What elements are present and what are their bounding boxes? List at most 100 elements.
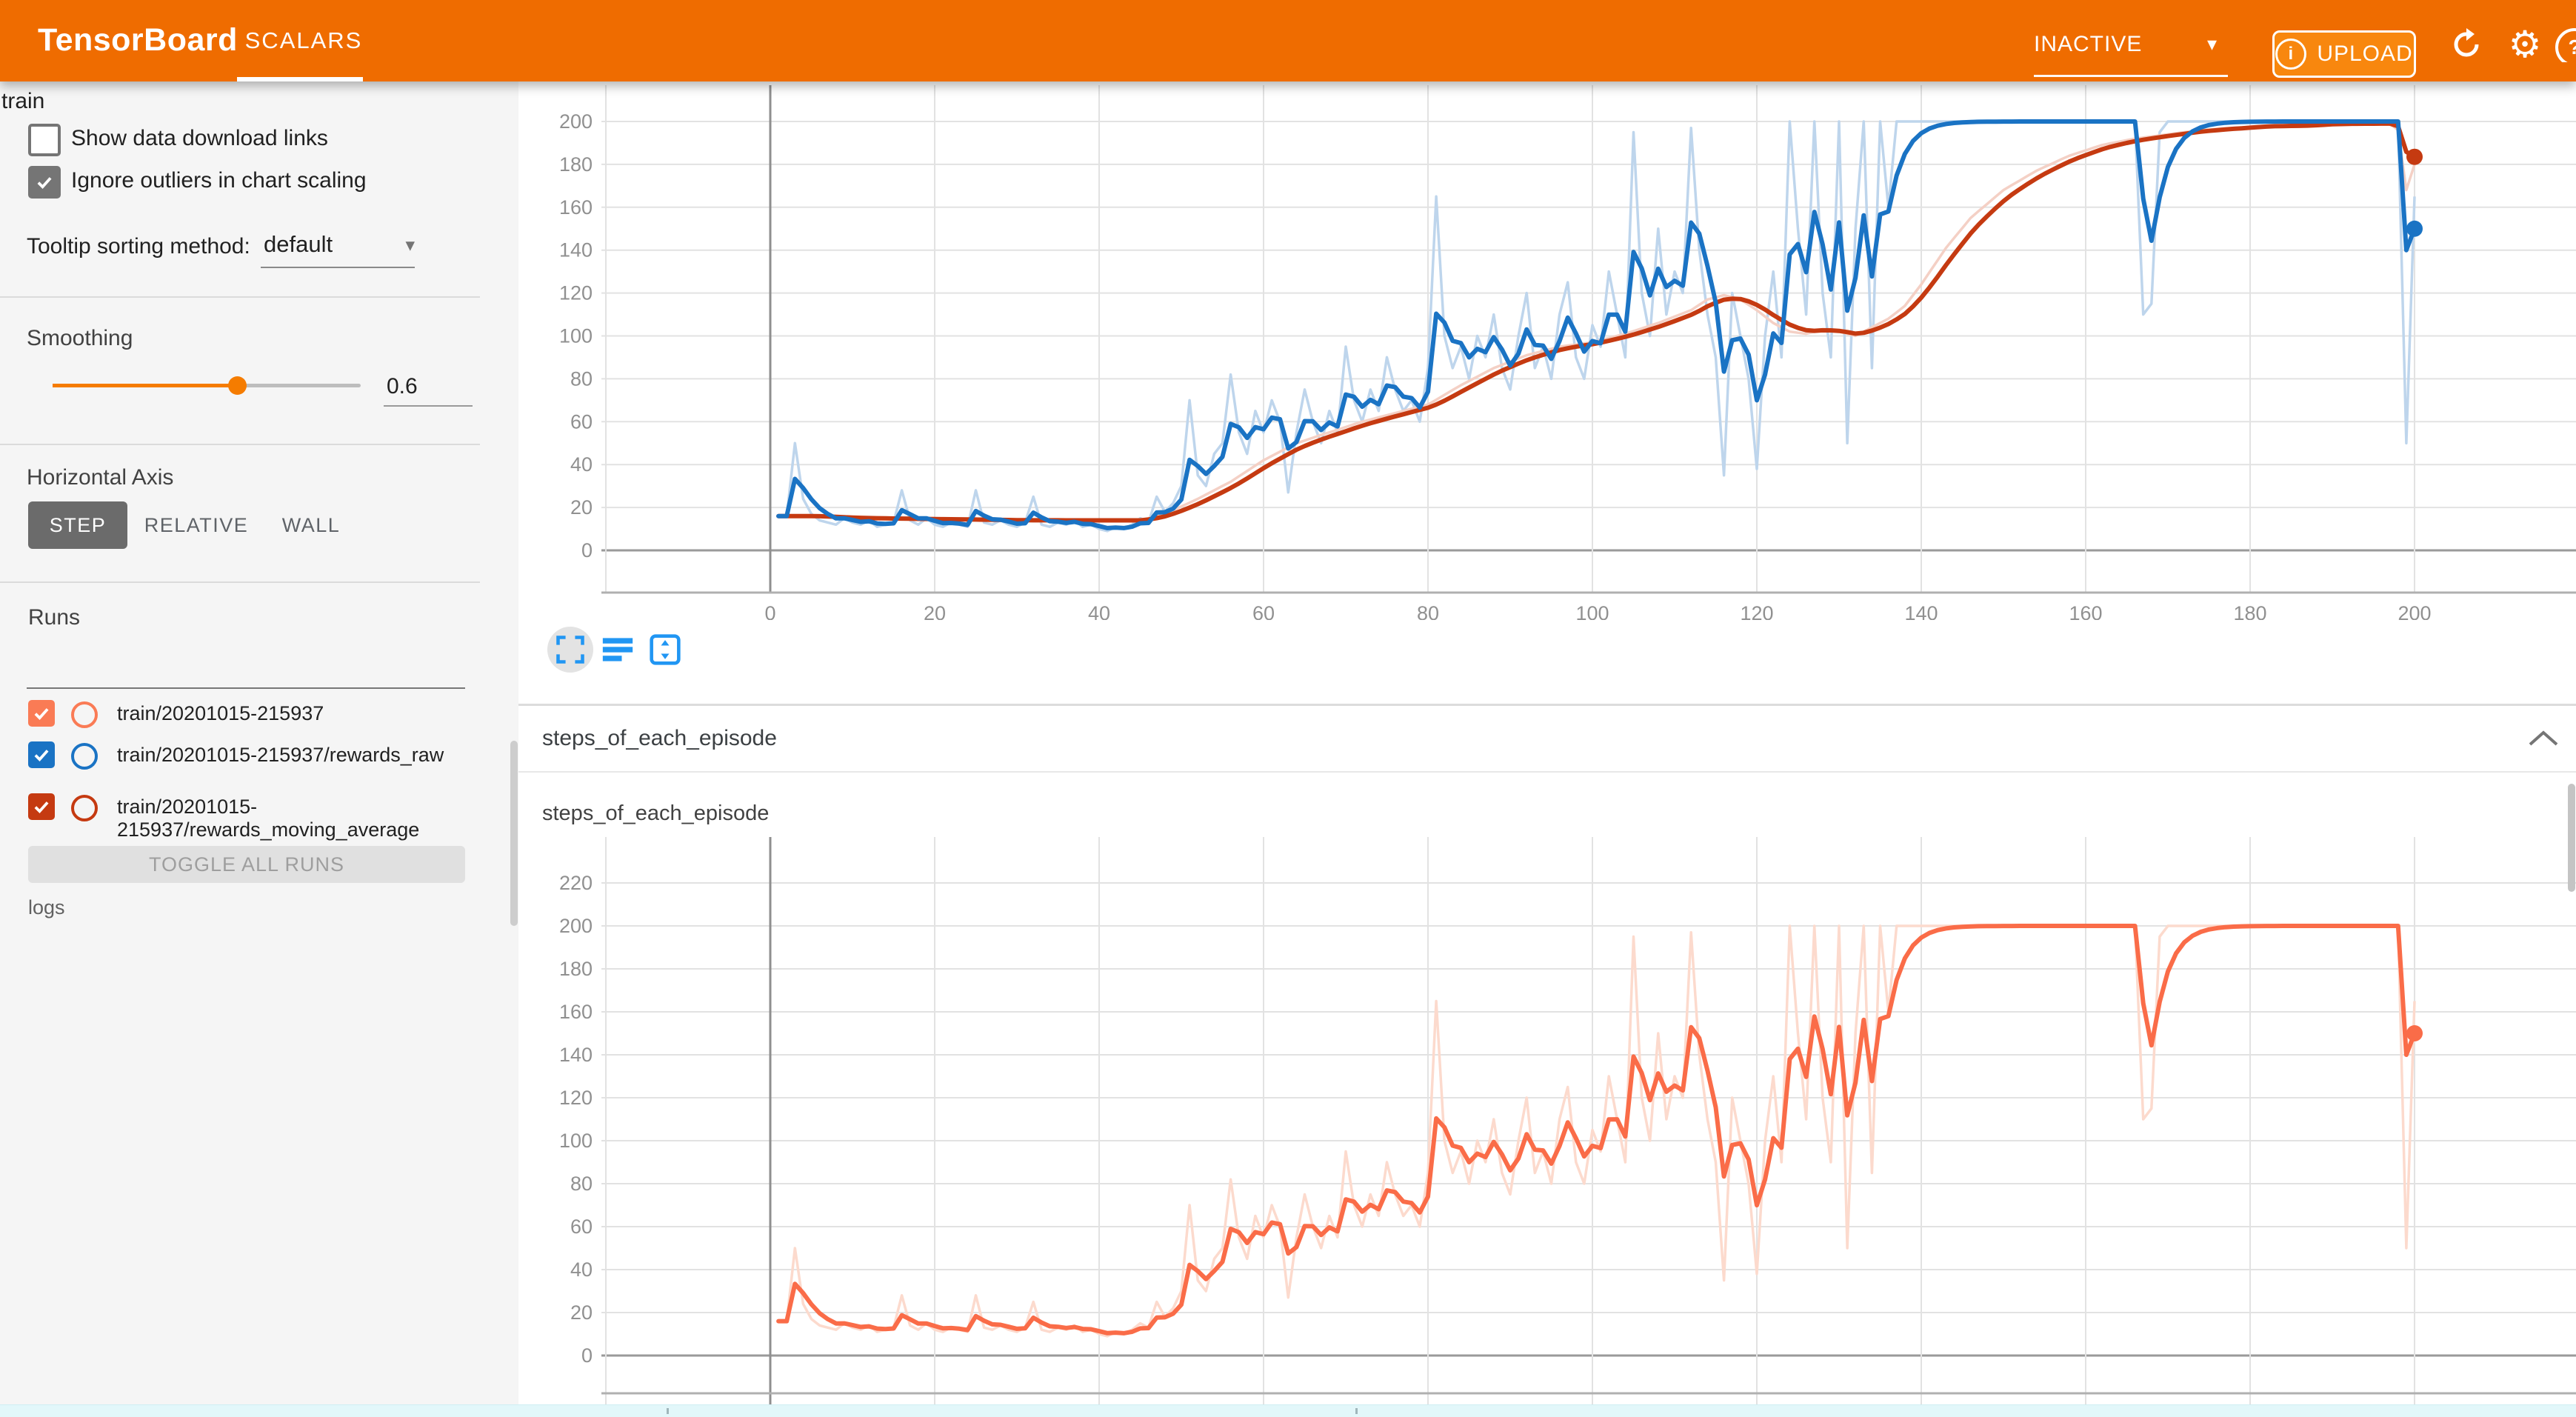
svg-text:120: 120 — [1740, 602, 1773, 620]
show-download-links-checkbox[interactable] — [28, 124, 61, 156]
svg-text:160: 160 — [559, 1001, 593, 1023]
runs-filter-underline — [27, 687, 465, 689]
refresh-icon[interactable] — [2449, 27, 2484, 62]
wall-button[interactable]: WALL — [281, 513, 341, 536]
upload-button[interactable]: i UPLOAD — [2272, 30, 2416, 78]
run-row[interactable]: train/20201015-215937/rewards_moving_ave… — [28, 793, 487, 841]
sidebar-scrollbar-thumb[interactable] — [510, 741, 518, 926]
divider — [0, 296, 480, 298]
run-color-circle[interactable] — [71, 701, 98, 728]
svg-text:40: 40 — [1088, 602, 1110, 620]
bottom-scrollbar[interactable] — [0, 1404, 2576, 1417]
fullscreen-icon — [556, 636, 584, 664]
tooltip-sorting-value: default — [264, 231, 333, 257]
run-checkbox[interactable] — [28, 741, 55, 768]
upload-label: UPLOAD — [2317, 41, 2413, 66]
data-lines-icon — [602, 638, 633, 661]
steps-chart-title: steps_of_each_episode — [542, 801, 770, 825]
svg-text:140: 140 — [559, 239, 593, 261]
svg-text:200: 200 — [2398, 602, 2431, 620]
svg-text:160: 160 — [2069, 602, 2102, 620]
run-checkbox[interactable] — [28, 700, 55, 727]
step-button[interactable]: STEP — [28, 501, 127, 549]
svg-text:0: 0 — [581, 539, 593, 561]
svg-text:0: 0 — [581, 1344, 593, 1367]
svg-text:60: 60 — [1252, 602, 1275, 620]
svg-text:180: 180 — [559, 958, 593, 980]
run-label: train/20201015-215937/rewards_raw — [117, 744, 444, 766]
data-lines-button[interactable] — [601, 633, 634, 666]
section-steps-of-each-episode[interactable]: steps_of_each_episode — [518, 706, 2576, 771]
divider — [0, 581, 480, 583]
status-label: INACTIVE — [2034, 32, 2143, 56]
svg-text:80: 80 — [570, 367, 593, 390]
svg-text:140: 140 — [1904, 602, 1938, 620]
run-checkbox[interactable] — [28, 793, 55, 820]
run-color-circle[interactable] — [71, 743, 98, 770]
fit-data-button[interactable] — [649, 633, 681, 666]
gridlines — [601, 837, 2576, 1404]
svg-text:80: 80 — [570, 1173, 593, 1195]
status-dropdown-underline — [2034, 75, 2228, 77]
app-header: TensorBoard SCALARS INACTIVE ▾ i UPLOAD … — [0, 0, 2576, 81]
divider — [518, 771, 2576, 773]
series-raw — [778, 924, 2416, 1338]
chevron-up-icon[interactable] — [2527, 728, 2560, 753]
help-icon[interactable]: ? — [2555, 27, 2576, 62]
run-row[interactable]: train/20201015-215937/rewards_raw — [28, 741, 487, 770]
svg-text:200: 200 — [559, 110, 593, 133]
smoothing-value[interactable]: 0.6 — [387, 374, 418, 399]
caret-down-icon: ▾ — [405, 235, 415, 256]
run-label: train/20201015-215937 — [117, 702, 324, 724]
smoothing-slider-fill — [53, 384, 236, 387]
rewards-chart[interactable]: 0 20 40 60 80 100 120 140 160 180 200 0 20 40 60 80 100 1… — [518, 85, 2576, 620]
runs-filter-input[interactable] — [0, 81, 440, 121]
logs-label: logs — [28, 896, 65, 918]
svg-text:60: 60 — [570, 1216, 593, 1238]
relative-button[interactable]: RELATIVE — [144, 513, 249, 536]
svg-text:20: 20 — [924, 602, 946, 620]
gridlines — [601, 85, 2576, 593]
svg-text:160: 160 — [559, 196, 593, 219]
steps-chart[interactable]: 0 20 40 60 80 100 120 140 160 180 200 220 — [518, 837, 2576, 1404]
tab-scalars[interactable]: SCALARS — [244, 27, 363, 53]
svg-text:40: 40 — [570, 1258, 593, 1281]
smoothing-slider-handle[interactable] — [228, 376, 247, 395]
run-list: train/20201015-215937 train/20201015-2159… — [28, 700, 487, 922]
bottom-scrollbar-tick — [667, 1408, 669, 1414]
svg-text:100: 100 — [1575, 602, 1609, 620]
series-smoothed — [776, 119, 2417, 530]
app-title: TensorBoard — [38, 22, 238, 58]
settings-icon[interactable]: ⚙ — [2508, 24, 2542, 65]
show-download-links-label: Show data download links — [71, 126, 328, 150]
series-raw — [778, 122, 2416, 522]
svg-text:40: 40 — [570, 453, 593, 476]
runs-label: Runs — [28, 605, 81, 630]
svg-text:100: 100 — [559, 1130, 593, 1152]
ignore-outliers-checkbox[interactable] — [28, 166, 61, 199]
smoothing-slider[interactable] — [53, 376, 361, 395]
divider — [0, 444, 480, 445]
tooltip-sorting-select[interactable]: default ▾ — [264, 231, 415, 258]
svg-text:200: 200 — [559, 915, 593, 937]
main-scrollbar-thumb[interactable] — [2568, 784, 2575, 892]
svg-text:20: 20 — [570, 496, 593, 519]
status-dropdown[interactable]: INACTIVE ▾ — [2034, 22, 2228, 67]
svg-text:80: 80 — [1417, 602, 1439, 620]
series-endpoint-dot — [2406, 148, 2423, 165]
checkbox-checked-icon — [28, 166, 61, 199]
svg-text:120: 120 — [559, 1087, 593, 1109]
svg-text:180: 180 — [2233, 602, 2266, 620]
tooltip-sorting-label: Tooltip sorting method: — [27, 234, 250, 259]
tooltip-sorting-underline — [261, 267, 415, 268]
run-color-circle[interactable] — [71, 795, 98, 821]
svg-text:120: 120 — [559, 282, 593, 304]
series-smoothed — [776, 121, 2417, 523]
series-endpoint-dot — [2406, 220, 2423, 237]
info-icon: i — [2275, 39, 2307, 70]
svg-text:20: 20 — [570, 1301, 593, 1324]
svg-text:140: 140 — [559, 1044, 593, 1066]
toggle-all-runs-button[interactable]: TOGGLE ALL RUNS — [28, 846, 465, 883]
run-row[interactable]: train/20201015-215937 — [28, 700, 487, 728]
fullscreen-button[interactable] — [554, 633, 587, 666]
